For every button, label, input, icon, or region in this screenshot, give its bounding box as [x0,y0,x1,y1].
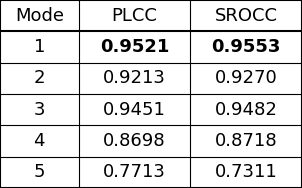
Text: 0.8698: 0.8698 [103,132,166,150]
Text: 0.9213: 0.9213 [103,69,166,87]
Text: 4: 4 [34,132,45,150]
Text: PLCC: PLCC [111,7,157,25]
Text: 2: 2 [34,69,45,87]
Text: SROCC: SROCC [215,7,278,25]
Text: 0.7311: 0.7311 [215,163,278,181]
Text: 0.9521: 0.9521 [100,38,169,56]
Text: 0.8718: 0.8718 [215,132,278,150]
Text: 3: 3 [34,101,45,119]
Text: 0.7713: 0.7713 [103,163,166,181]
Text: 1: 1 [34,38,45,56]
Text: 0.9270: 0.9270 [215,69,278,87]
Text: Mode: Mode [15,7,64,25]
Text: 0.9553: 0.9553 [211,38,281,56]
Text: 0.9451: 0.9451 [103,101,166,119]
Text: 5: 5 [34,163,45,181]
Text: 0.9482: 0.9482 [215,101,278,119]
